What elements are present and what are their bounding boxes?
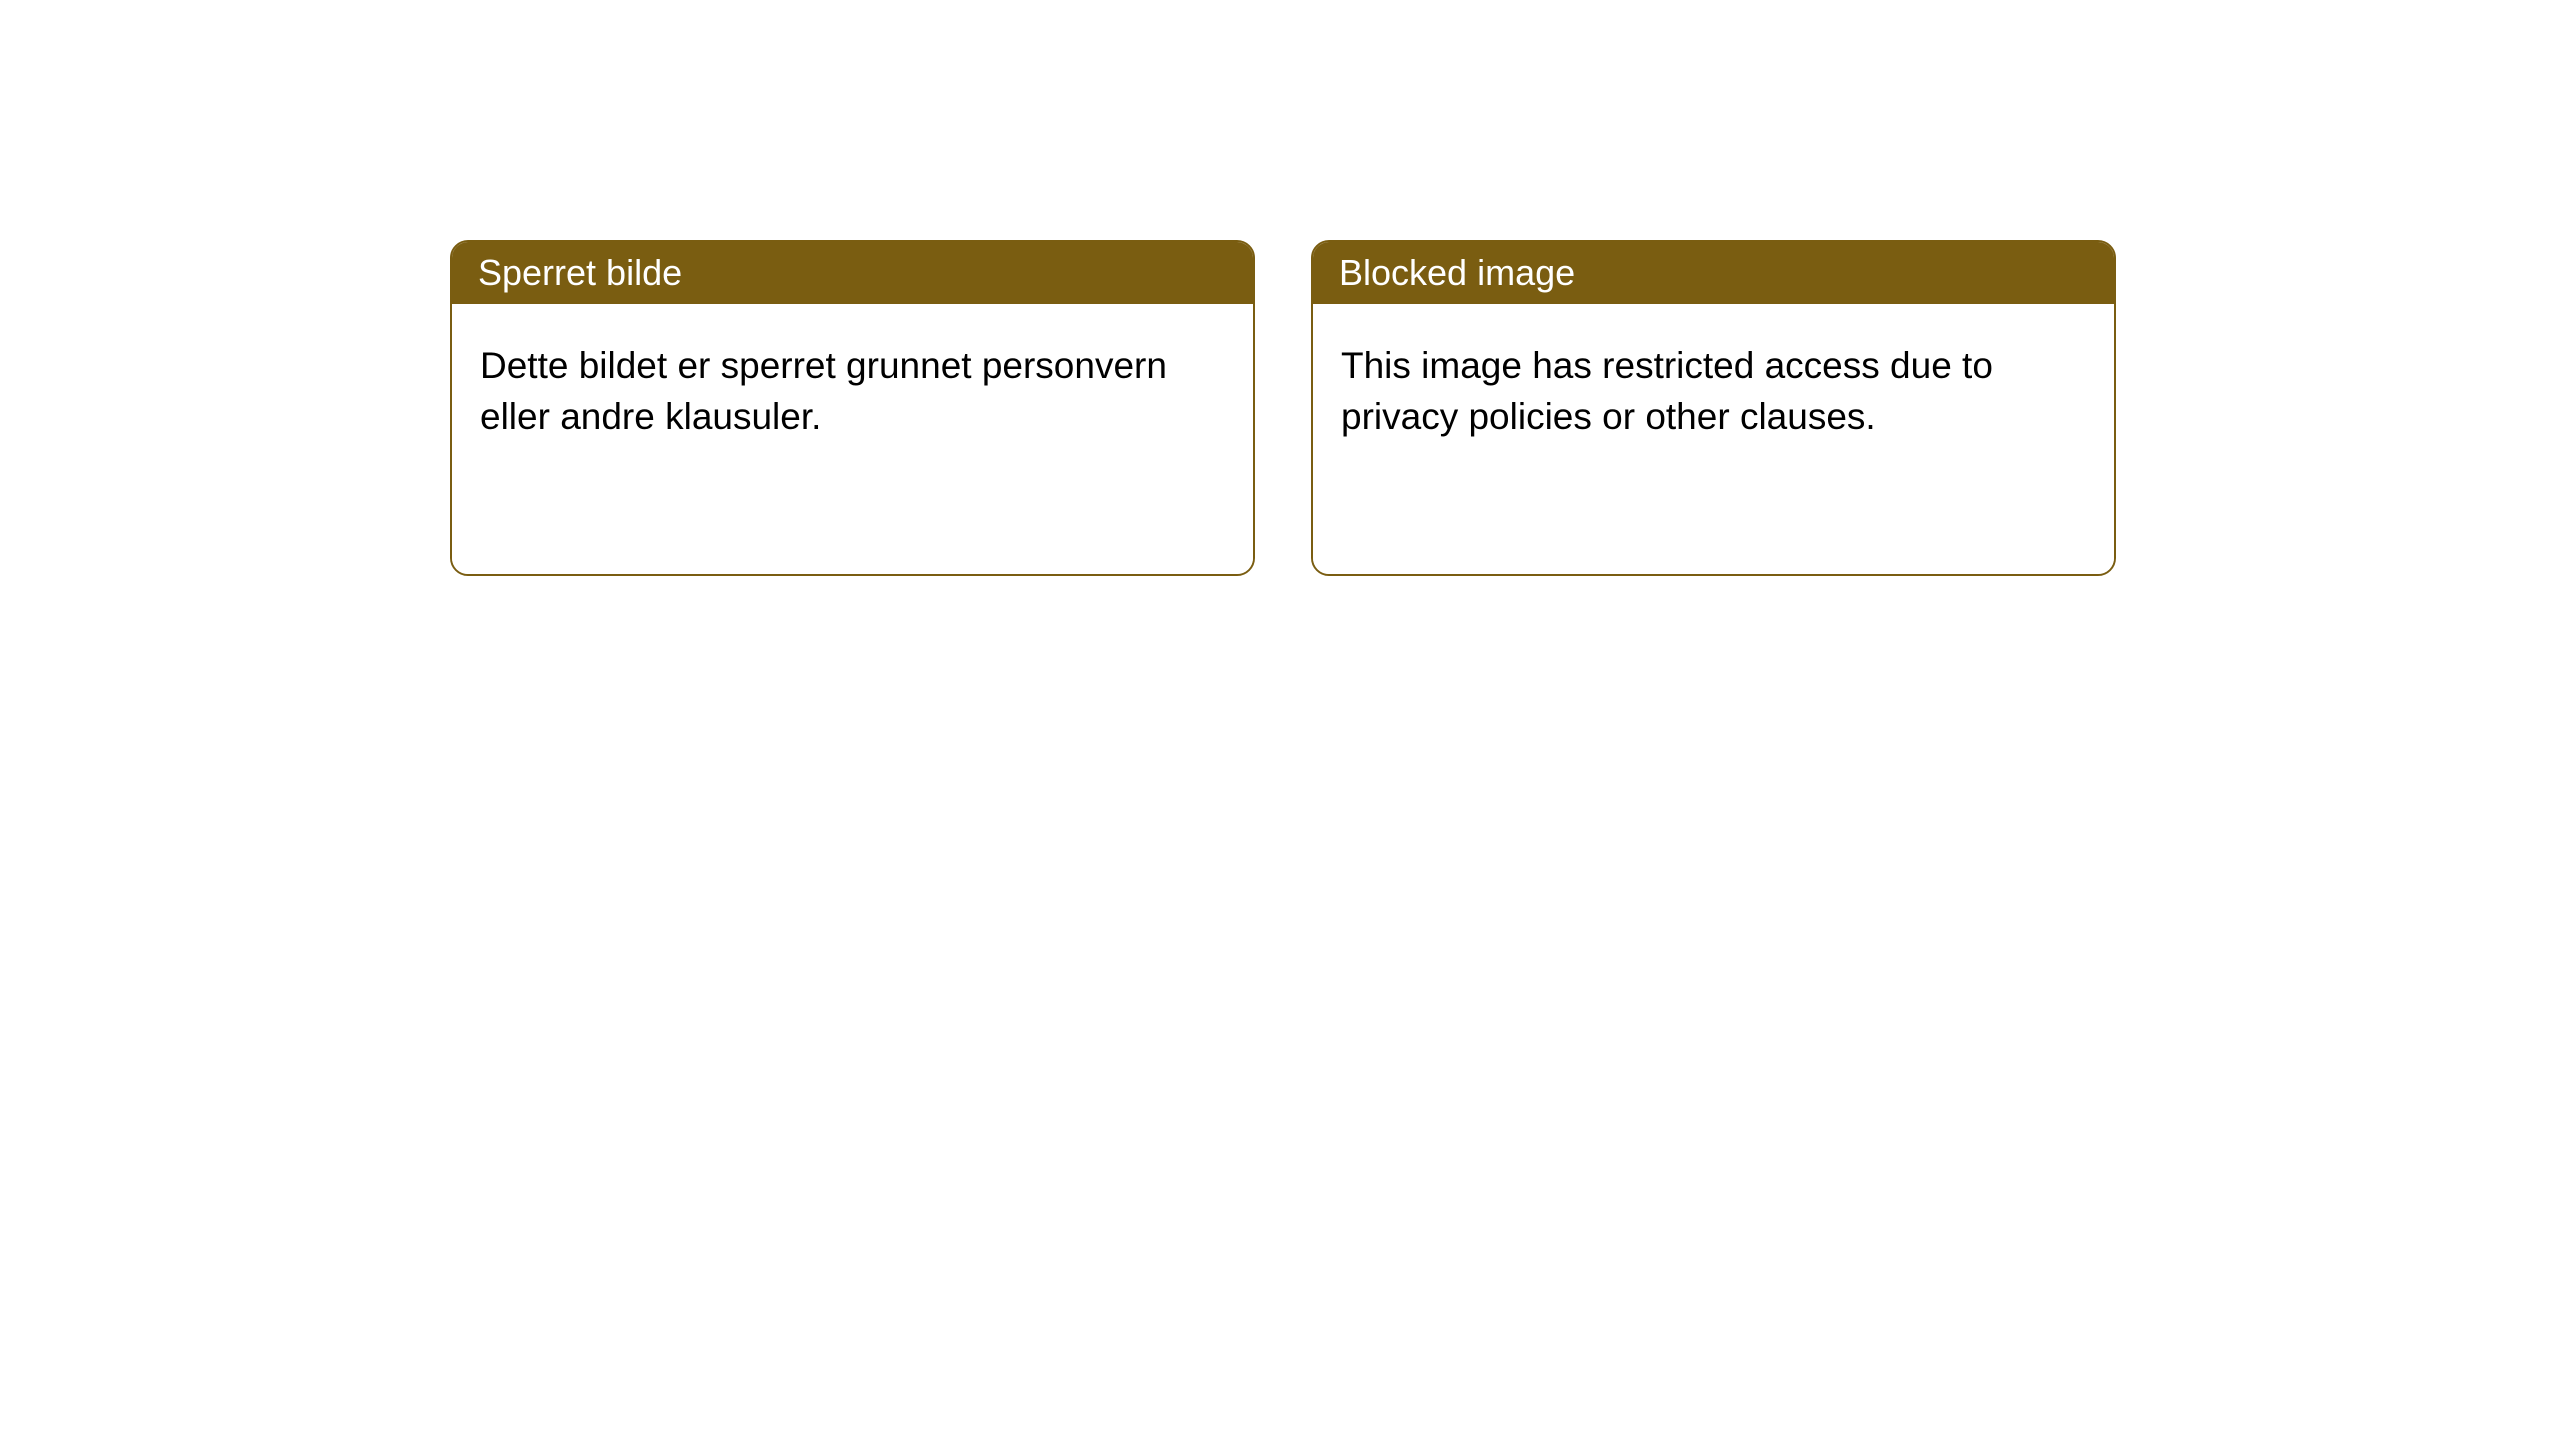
notice-card-english: Blocked image This image has restricted … xyxy=(1311,240,2116,576)
notice-body: Dette bildet er sperret grunnet personve… xyxy=(452,304,1253,574)
notice-card-norwegian: Sperret bilde Dette bildet er sperret gr… xyxy=(450,240,1255,576)
notice-header: Sperret bilde xyxy=(452,242,1253,304)
notice-header: Blocked image xyxy=(1313,242,2114,304)
notice-container: Sperret bilde Dette bildet er sperret gr… xyxy=(0,0,2560,576)
notice-body: This image has restricted access due to … xyxy=(1313,304,2114,574)
